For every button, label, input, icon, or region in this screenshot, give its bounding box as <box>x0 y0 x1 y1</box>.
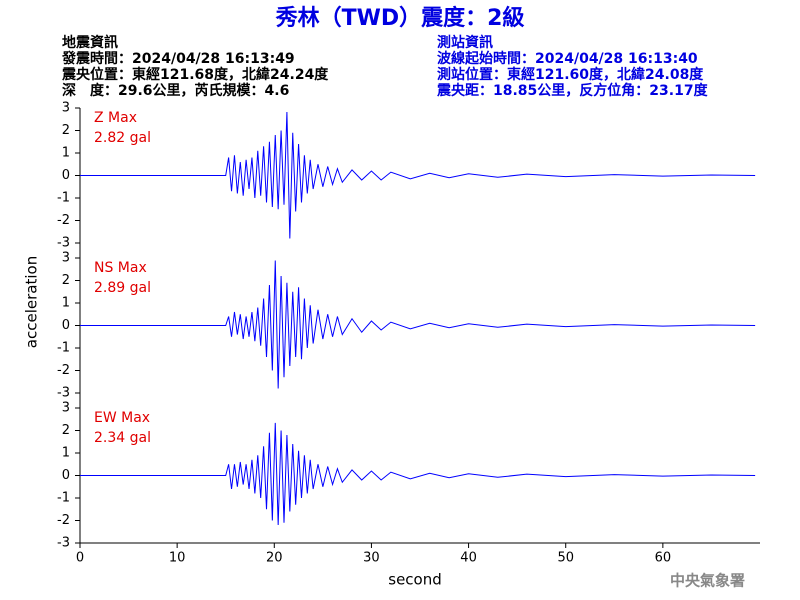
station-heading: 測站資訊 <box>437 34 493 51</box>
y-tick-label: 3 <box>62 101 70 116</box>
footer: 中央氣象署 <box>670 572 745 590</box>
x-tick-label: 0 <box>76 551 84 566</box>
x-tick-label: 50 <box>557 551 574 566</box>
annotation: EW Max <box>94 410 150 426</box>
x-tick-label: 40 <box>460 551 477 566</box>
x-tick-label: 10 <box>169 551 186 566</box>
y-tick-label: 0 <box>62 168 70 183</box>
annotation: 2.34 gal <box>94 430 151 446</box>
annotation: 2.89 gal <box>94 280 151 296</box>
station-line: 震央距：18.85公里，反方位角：23.17度 <box>436 82 709 99</box>
y-tick-label: -2 <box>57 363 70 378</box>
y-tick-label: 0 <box>62 468 70 483</box>
y-axis-label: acceleration <box>23 256 41 348</box>
y-tick-label: -3 <box>57 386 70 401</box>
y-tick-label: -1 <box>57 341 70 356</box>
waveform <box>80 260 756 389</box>
y-tick-label: 3 <box>62 251 70 266</box>
event-line: 震央位置：東經121.68度，北緯24.24度 <box>61 66 329 83</box>
y-tick-label: 1 <box>62 296 70 311</box>
y-tick-label: -1 <box>57 491 70 506</box>
annotation: 2.82 gal <box>94 130 151 146</box>
y-tick-label: -2 <box>57 513 70 528</box>
x-tick-label: 30 <box>363 551 380 566</box>
y-tick-label: 2 <box>62 273 70 288</box>
y-tick-label: -3 <box>57 236 70 251</box>
x-axis-label: second <box>388 571 442 589</box>
chart-title: 秀林（TWD）震度：2級 <box>275 5 525 31</box>
station-line: 測站位置：東經121.60度，北緯24.08度 <box>437 66 704 83</box>
y-tick-label: 1 <box>62 446 70 461</box>
event-heading: 地震資訊 <box>62 34 118 51</box>
y-tick-label: -1 <box>57 191 70 206</box>
y-tick-label: 0 <box>62 318 70 333</box>
station-line: 波線起始時間：2024/04/28 16:13:40 <box>437 50 698 67</box>
y-tick-label: 2 <box>62 123 70 138</box>
y-tick-label: -3 <box>57 536 70 551</box>
y-tick-label: 2 <box>62 423 70 438</box>
y-tick-label: 3 <box>62 401 70 416</box>
annotation: NS Max <box>94 260 147 276</box>
x-tick-label: 20 <box>266 551 283 566</box>
waveform <box>80 112 756 239</box>
x-tick-label: 60 <box>655 551 672 566</box>
y-tick-label: -2 <box>57 213 70 228</box>
annotation: Z Max <box>94 110 137 126</box>
waveform <box>80 422 756 526</box>
event-line: 深 度：29.6公里，芮氏規模：4.6 <box>62 82 289 99</box>
event-line: 發震時間：2024/04/28 16:13:49 <box>61 50 295 67</box>
y-tick-label: 1 <box>62 146 70 161</box>
